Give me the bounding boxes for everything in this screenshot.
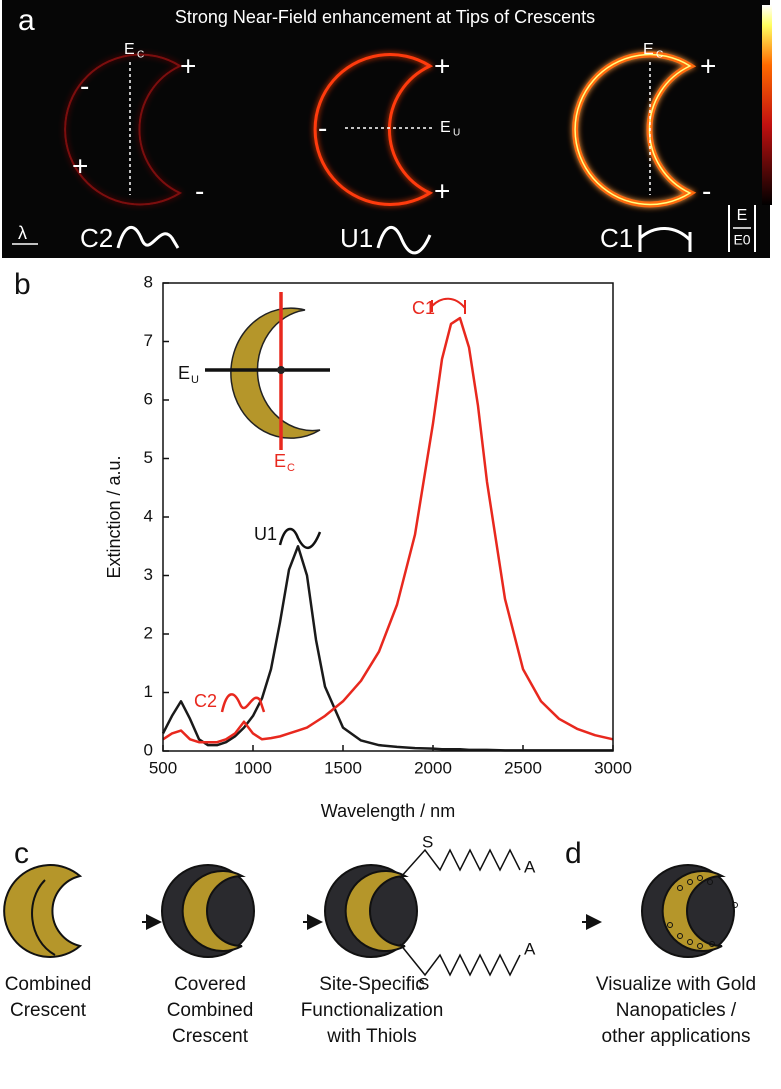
charge: +: [180, 50, 196, 81]
inset-field: E: [178, 363, 190, 383]
thiol-atom: A: [524, 939, 536, 958]
crescent-c2: [64, 53, 183, 206]
y-tick-label: 3: [144, 565, 153, 584]
inset-field-sub: U: [191, 374, 199, 386]
crescent-u1: [313, 53, 434, 206]
x-tick-label: 1500: [324, 758, 362, 777]
field-map-background: [2, 0, 770, 258]
wavelength-symbol: λ: [18, 223, 27, 243]
inset-field: E: [274, 451, 286, 471]
charge: -: [195, 175, 204, 206]
caption: Nanopaticles /: [616, 1000, 737, 1021]
y-tick-label: 8: [144, 272, 153, 291]
y-tick-label: 6: [144, 389, 153, 408]
charge: +: [700, 50, 716, 81]
annotation: U1: [254, 524, 277, 544]
x-tick-label: 500: [149, 758, 177, 777]
caption: with Thiols: [326, 1026, 416, 1047]
annotation: C2: [194, 691, 217, 711]
colorbar-label: E: [737, 207, 748, 224]
mode-label: C1: [600, 223, 633, 253]
field-sub: C: [656, 50, 663, 61]
thiol-atom: S: [422, 832, 433, 851]
field-sub: U: [453, 128, 460, 139]
mode-icon: [431, 297, 466, 314]
field-label: E: [440, 119, 451, 136]
charge: +: [434, 50, 450, 81]
x-tick-label: 3000: [594, 758, 632, 777]
thiol-atom: S: [418, 974, 429, 993]
field-sub: C: [137, 50, 144, 61]
caption: Functionalization: [301, 1000, 444, 1021]
y-tick-label: 5: [144, 448, 153, 467]
y-tick-label: 0: [144, 740, 153, 759]
charge: +: [72, 150, 88, 181]
charges: - + + - - + + + -: [72, 50, 716, 206]
y-axis-title: Extinction / a.u.: [104, 455, 124, 578]
mode-icon: [220, 693, 266, 713]
crescent-c1-core: [574, 53, 692, 206]
mode-labels: C2 U1 C1: [80, 223, 633, 253]
field-lines: [129, 62, 651, 195]
inset-field-sub: C: [287, 462, 295, 474]
panel-label: b: [14, 268, 31, 301]
x-tick-label: 1000: [234, 758, 272, 777]
caption: Covered: [174, 974, 246, 995]
caption: Crescent: [10, 1000, 87, 1021]
field-label: E: [124, 41, 135, 58]
charge: -: [318, 112, 327, 143]
panel-label: c: [14, 837, 29, 870]
schemes: [3, 848, 738, 977]
y-tick-label: 4: [144, 506, 153, 525]
charge: -: [702, 175, 711, 206]
caption: Combined: [167, 1000, 254, 1021]
caption: Crescent: [172, 1026, 249, 1047]
mode-icon: [278, 527, 322, 549]
y-tick-label: 2: [144, 623, 153, 642]
captions: Combined Crescent Covered Combined Crescent S…: [5, 974, 756, 1047]
mode-label: U1: [340, 223, 373, 253]
caption: Visualize with Gold: [596, 974, 756, 995]
caption: Site-Specific: [319, 974, 425, 995]
y-tick-label: 1: [144, 682, 153, 701]
panel-label: a: [18, 4, 35, 37]
charge: -: [80, 70, 89, 101]
data-line: [162, 316, 614, 744]
x-tick-label: 2500: [504, 758, 542, 777]
crescent-fields: [64, 51, 697, 208]
thiol-atom: A: [524, 857, 536, 876]
x-tick-label: 2000: [414, 758, 452, 777]
panel-title: Strong Near-Field enhancement at Tips of…: [175, 7, 595, 27]
data-line: [161, 545, 613, 752]
inset: E U E C: [178, 292, 330, 474]
colorbar-label: E0: [733, 232, 750, 248]
charge: +: [434, 175, 450, 206]
caption: Combined: [5, 974, 92, 995]
field-label: E: [643, 41, 654, 58]
colorbar: [762, 5, 772, 205]
mode-icons: [116, 225, 692, 255]
annotation: C1: [412, 298, 435, 318]
panel-label: d: [565, 837, 582, 870]
caption: other applications: [602, 1026, 751, 1047]
x-axis-title: Wavelength / nm: [321, 801, 455, 821]
plot-frame: [162, 282, 614, 752]
mode-label: C2: [80, 223, 113, 253]
y-tick-label: 7: [144, 331, 153, 350]
